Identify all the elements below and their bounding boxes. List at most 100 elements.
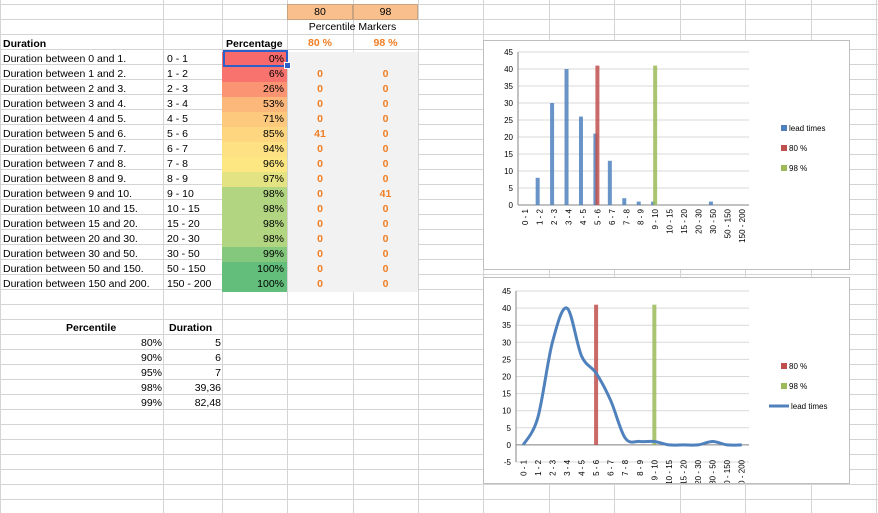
duration-range-cell[interactable]: 7 - 8 bbox=[167, 158, 189, 170]
percentile-value-cell[interactable]: 80% bbox=[140, 337, 162, 349]
duration-range-cell[interactable]: 3 - 4 bbox=[167, 98, 189, 110]
marker-98-cell[interactable]: 41 bbox=[379, 188, 392, 200]
percentile-duration-cell[interactable]: 82,48 bbox=[194, 397, 221, 409]
percentage-cell[interactable]: 6% bbox=[268, 68, 284, 80]
duration-label-cell[interactable]: Duration between 15 and 20. bbox=[3, 218, 138, 230]
percentile-duration-cell[interactable]: 6 bbox=[215, 352, 221, 364]
duration-range-cell[interactable]: 4 - 5 bbox=[167, 113, 189, 125]
percentile-value-cell[interactable]: 98% bbox=[140, 382, 162, 394]
duration-label-cell[interactable]: Duration between 6 and 7. bbox=[3, 143, 127, 155]
percentage-cell[interactable]: 97% bbox=[262, 173, 284, 185]
duration-range-cell[interactable]: 10 - 15 bbox=[167, 203, 200, 215]
marker-98-cell[interactable]: 0 bbox=[382, 143, 389, 155]
duration-range-cell[interactable]: 5 - 6 bbox=[167, 128, 189, 140]
marker-80-cell[interactable]: 0 bbox=[317, 173, 323, 185]
duration-range-cell[interactable]: 2 - 3 bbox=[167, 83, 189, 95]
marker-98-cell[interactable]: 0 bbox=[382, 263, 389, 275]
marker-80-cell[interactable]: 0 bbox=[317, 188, 323, 200]
x-tick-label: 4 - 5 bbox=[578, 459, 587, 476]
marker-98-cell[interactable]: 0 bbox=[382, 98, 389, 110]
percentage-cell[interactable]: 100% bbox=[257, 278, 284, 290]
duration-label-cell[interactable]: Duration between 10 and 15. bbox=[3, 203, 138, 215]
marker-98-cell[interactable]: 0 bbox=[382, 248, 389, 260]
percentage-cell[interactable]: 100% bbox=[257, 263, 284, 275]
percentage-cell[interactable]: 94% bbox=[262, 143, 284, 155]
percentage-cell[interactable]: 71% bbox=[262, 113, 284, 125]
percentage-cell[interactable]: 98% bbox=[262, 188, 284, 200]
duration-label-cell[interactable]: Duration between 1 and 2. bbox=[3, 68, 127, 80]
duration-label-cell[interactable]: Duration between 150 and 200. bbox=[3, 278, 150, 290]
percentage-cell[interactable]: 98% bbox=[262, 218, 284, 230]
marker-80-cell[interactable]: 0 bbox=[317, 98, 323, 110]
percentage-cell[interactable]: 99% bbox=[262, 248, 284, 260]
percentile-duration-cell[interactable]: 7 bbox=[215, 367, 221, 379]
line-chart[interactable]: -5 0 5 10 15 20 25 30 35 40 45 0 - 1 1 - 2 2 - 3 3 - 4… bbox=[483, 277, 850, 484]
duration-range-cell[interactable]: 8 - 9 bbox=[167, 173, 189, 185]
percentage-cell[interactable]: 85% bbox=[262, 128, 284, 140]
percentile-value-cell[interactable]: 99% bbox=[140, 397, 162, 409]
percentage-cell[interactable]: 98% bbox=[262, 233, 284, 245]
marker-98-cell[interactable]: 0 bbox=[382, 128, 389, 140]
duration-range-cell[interactable]: 30 - 50 bbox=[167, 248, 200, 260]
marker-98-cell[interactable]: 0 bbox=[382, 113, 389, 125]
duration-label-cell[interactable]: Duration between 9 and 10. bbox=[3, 188, 133, 200]
percentile-duration-cell[interactable]: 5 bbox=[215, 337, 221, 349]
duration-label-cell[interactable]: Duration between 0 and 1. bbox=[3, 53, 127, 65]
marker-98-cell[interactable]: 0 bbox=[382, 173, 389, 185]
legend-marker bbox=[781, 125, 787, 131]
cell-selection[interactable] bbox=[223, 50, 288, 67]
percentage-fill bbox=[222, 172, 287, 187]
duration-label-cell[interactable]: Duration between 30 and 50. bbox=[3, 248, 138, 260]
duration-range-cell[interactable]: 50 - 150 bbox=[167, 263, 206, 275]
duration-range-cell[interactable]: 9 - 10 bbox=[167, 188, 194, 200]
duration-range-cell[interactable]: 1 - 2 bbox=[167, 68, 189, 80]
histogram-chart[interactable]: 0 5 10 15 20 25 30 35 40 45 0 - 1 1 - 2 2 - 3 3 - 4 4 … bbox=[483, 40, 850, 270]
duration-range-cell[interactable]: 15 - 20 bbox=[167, 218, 200, 230]
duration-label-cell[interactable]: Duration between 5 and 6. bbox=[3, 128, 127, 140]
percentile-value-cell[interactable]: 95% bbox=[140, 367, 162, 379]
marker-98-cell[interactable]: 0 bbox=[382, 233, 389, 245]
marker-98-cell[interactable]: 0 bbox=[382, 278, 389, 290]
duration-range-cell[interactable]: 20 - 30 bbox=[167, 233, 200, 245]
percentage-cell[interactable]: 26% bbox=[262, 83, 284, 95]
marker-80-cell[interactable]: 0 bbox=[317, 278, 323, 290]
marker-80-cell[interactable]: 0 bbox=[317, 83, 323, 95]
marker-80-cell[interactable]: 41 bbox=[314, 128, 326, 140]
duration-label-cell[interactable]: Duration between 4 and 5. bbox=[3, 113, 127, 125]
bar-leadtimes bbox=[535, 177, 540, 205]
marker-80-cell[interactable]: 0 bbox=[317, 158, 323, 170]
marker-98-cell[interactable]: 0 bbox=[382, 158, 389, 170]
duration-label-cell[interactable]: Duration between 7 and 8. bbox=[3, 158, 127, 170]
percentile-value-cell[interactable]: 90% bbox=[140, 352, 162, 364]
marker-98-cell[interactable]: 0 bbox=[382, 83, 389, 95]
marker-98-cell[interactable]: 0 bbox=[382, 203, 389, 215]
duration-label-cell[interactable]: Duration between 3 and 4. bbox=[3, 98, 127, 110]
duration-label-cell[interactable]: Duration between 8 and 9. bbox=[3, 173, 127, 185]
fill-handle[interactable] bbox=[284, 62, 291, 69]
percentage-cell[interactable]: 98% bbox=[262, 203, 284, 215]
marker-80-cell[interactable]: 0 bbox=[317, 218, 323, 230]
marker-80-cell[interactable]: 0 bbox=[317, 113, 323, 125]
percentage-cell[interactable]: 96% bbox=[262, 158, 284, 170]
percentile-duration-cell[interactable]: 39,36 bbox=[194, 382, 221, 394]
marker-80-cell[interactable]: 0 bbox=[317, 203, 323, 215]
marker-80-cell[interactable]: 0 bbox=[317, 263, 323, 275]
duration-label-cell[interactable]: Duration between 50 and 150. bbox=[3, 263, 144, 275]
percentage-cell[interactable]: 0% bbox=[268, 53, 284, 65]
percentage-cell[interactable]: 53% bbox=[262, 98, 284, 110]
duration-range-cell[interactable]: 0 - 1 bbox=[167, 53, 189, 65]
p80-value-cell[interactable]: 80 bbox=[287, 4, 353, 20]
p98-value-cell[interactable]: 98 bbox=[353, 4, 418, 20]
duration-range-cell[interactable]: 150 - 200 bbox=[167, 278, 212, 290]
marker-98-cell[interactable] bbox=[353, 52, 418, 67]
marker-80-cell[interactable]: 0 bbox=[317, 248, 323, 260]
duration-label-cell[interactable]: Duration between 2 and 3. bbox=[3, 83, 127, 95]
duration-range-cell[interactable]: 6 - 7 bbox=[167, 143, 189, 155]
marker-80-cell[interactable] bbox=[287, 52, 353, 67]
marker-98-cell[interactable]: 0 bbox=[382, 218, 389, 230]
marker-80-cell[interactable]: 0 bbox=[317, 68, 323, 80]
marker-80-cell[interactable]: 0 bbox=[317, 143, 323, 155]
marker-80-cell[interactable]: 0 bbox=[317, 233, 323, 245]
marker-98-cell[interactable]: 0 bbox=[382, 68, 389, 80]
duration-label-cell[interactable]: Duration between 20 and 30. bbox=[3, 233, 138, 245]
